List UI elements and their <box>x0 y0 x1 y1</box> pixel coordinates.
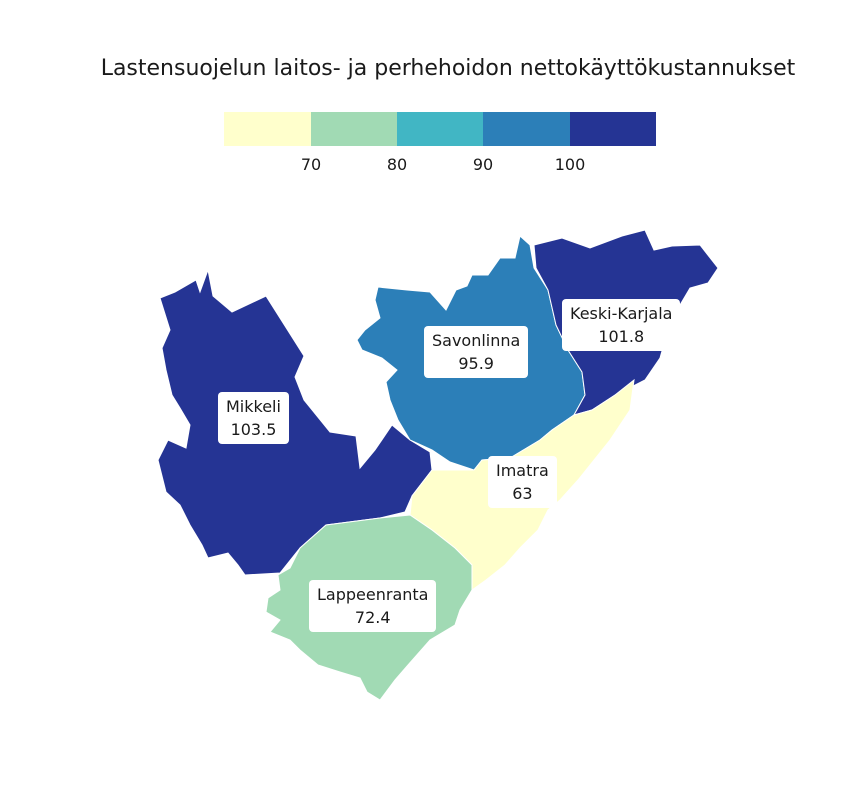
label-lappeenranta-name: Lappeenranta <box>317 585 429 604</box>
map-title: Lastensuojelun laitos- ja perhehoidon ne… <box>100 56 796 81</box>
legend-tick-80: 80 <box>386 155 408 174</box>
label-mikkeli-value: 103.5 <box>230 420 277 439</box>
legend-tick-100: 100 <box>554 155 586 174</box>
label-keski-karjala: Keski-Karjala 101.8 <box>562 299 681 351</box>
label-savonlinna-value: 95.9 <box>458 354 494 373</box>
label-imatra-name: Imatra <box>496 461 549 480</box>
label-mikkeli-name: Mikkeli <box>226 397 281 416</box>
label-savonlinna: Savonlinna 95.9 <box>424 326 529 378</box>
legend-tick-70: 70 <box>300 155 322 174</box>
label-imatra: Imatra 63 <box>488 456 557 508</box>
label-mikkeli: Mikkeli 103.5 <box>218 392 289 444</box>
label-lappeenranta: Lappeenranta 72.4 <box>309 580 437 632</box>
label-imatra-value: 63 <box>512 484 533 503</box>
label-keski-karjala-value: 101.8 <box>598 327 645 346</box>
legend-tick-90: 90 <box>472 155 494 174</box>
label-savonlinna-name: Savonlinna <box>432 331 521 350</box>
label-keski-karjala-name: Keski-Karjala <box>570 304 673 323</box>
label-lappeenranta-value: 72.4 <box>354 608 391 627</box>
